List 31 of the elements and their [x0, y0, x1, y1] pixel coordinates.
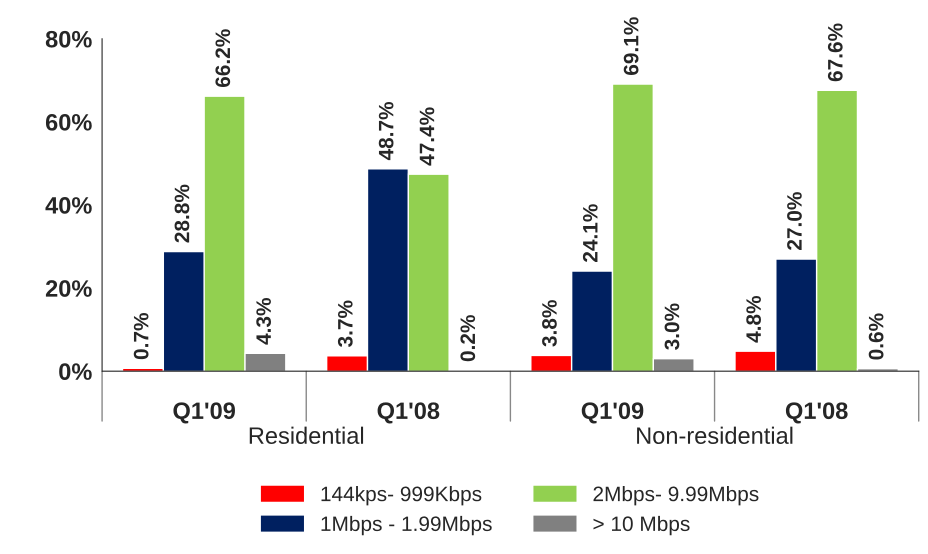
- legend-label: > 10 Mbps: [593, 516, 690, 536]
- data-label: 0.7%: [134, 313, 149, 360]
- data-label: 66.2%: [215, 29, 230, 88]
- data-label: 3.7%: [338, 300, 353, 347]
- data-label: 27.0%: [787, 192, 802, 250]
- data-label: 3.0%: [664, 303, 680, 350]
- x-tick-label: Q1'09: [173, 402, 235, 424]
- data-label: 48.7%: [378, 102, 394, 160]
- text: Residential: [250, 426, 364, 444]
- x-tick-label: Q1'08: [378, 402, 440, 424]
- legend-label: 144kps- 999Kbps: [322, 486, 482, 506]
- data-label: 69.1%: [624, 17, 638, 75]
- data-label: 0.6%: [868, 313, 884, 360]
- data-label: 67.6%: [828, 23, 843, 82]
- y-tick-label: 0%: [59, 363, 92, 380]
- data-label: 47.4%: [420, 107, 434, 166]
- x-tick-label: Q1'09: [582, 402, 644, 424]
- data-label: 3.8%: [542, 300, 557, 347]
- data-label: 24.1%: [582, 204, 598, 262]
- data-label: 0.2%: [460, 315, 476, 362]
- y-tick-label: 80%: [46, 30, 92, 48]
- y-tick-label: 60%: [46, 114, 92, 131]
- legend-label: 1Mbps - 1.99Mbps: [322, 516, 492, 536]
- data-label: 4.3%: [256, 298, 272, 345]
- data-label: 28.8%: [174, 184, 190, 242]
- y-tick-label: 40%: [45, 197, 92, 214]
- text: Non-residential: [637, 426, 792, 444]
- data-label: 4.8%: [746, 296, 761, 343]
- legend-label: 2Mbps- 9.99Mbps: [594, 486, 758, 506]
- x-tick-label: Q1'08: [786, 402, 848, 424]
- y-tick-label: 20%: [46, 280, 92, 297]
